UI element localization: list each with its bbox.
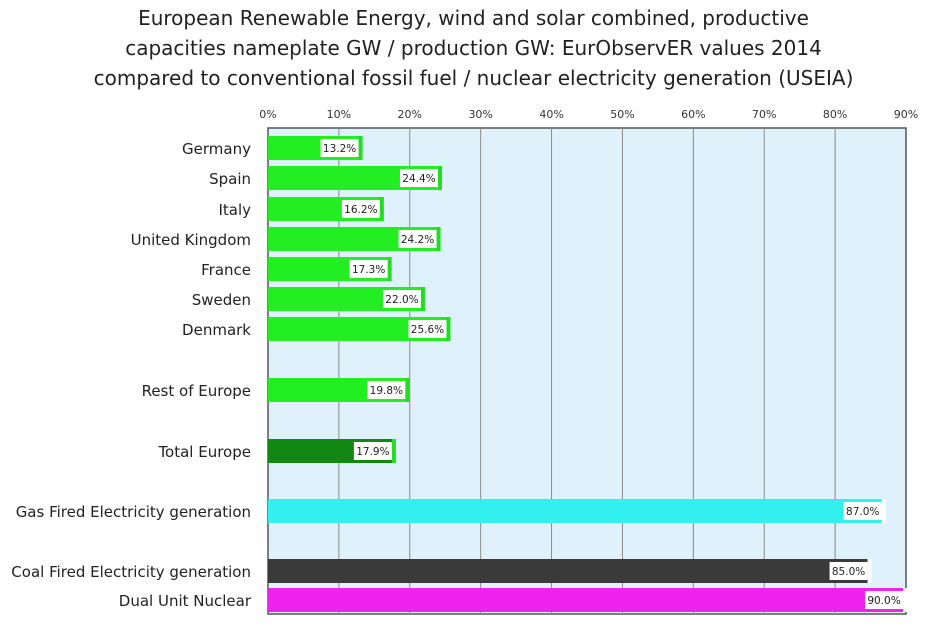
data-label-box <box>399 169 438 187</box>
bar <box>268 588 906 612</box>
data-label-box <box>320 139 359 157</box>
x-tick-label: 0% <box>259 108 276 121</box>
bar-end-cap <box>420 287 425 311</box>
category-label: United Kingdom <box>131 231 251 249</box>
data-label: 17.3% <box>352 264 385 276</box>
x-tick-label: 80% <box>823 108 847 121</box>
data-label-box <box>341 200 380 218</box>
x-tick-label: 70% <box>752 108 776 121</box>
bar-end-cap <box>391 439 396 463</box>
data-label: 16.2% <box>344 204 377 216</box>
bar-end-cap <box>436 227 441 251</box>
data-label: 85.0% <box>832 566 865 578</box>
bar-end-cap <box>379 197 384 221</box>
x-tick-label: 60% <box>681 108 705 121</box>
data-label: 87.0% <box>846 506 879 518</box>
chart-title-line-1: European Renewable Energy, wind and sola… <box>138 6 809 30</box>
x-tick-label: 20% <box>398 108 422 121</box>
bar-end-cap <box>387 257 392 281</box>
category-label: Rest of Europe <box>142 382 251 400</box>
category-label: Germany <box>182 140 251 158</box>
category-label: Gas Fired Electricity generation <box>16 503 251 521</box>
data-label-box <box>398 230 437 248</box>
category-label: Denmark <box>182 321 251 339</box>
data-label: 22.0% <box>385 294 418 306</box>
category-label: Coal Fired Electricity generation <box>11 563 251 581</box>
bar <box>268 559 871 583</box>
data-label-box <box>367 381 406 399</box>
data-label-box <box>349 260 388 278</box>
data-label-box <box>382 290 421 308</box>
bar <box>268 499 885 523</box>
data-label: 24.4% <box>402 173 435 185</box>
data-label-box <box>843 502 882 520</box>
chart-title-line-2: capacities nameplate GW / production GW:… <box>125 36 822 60</box>
category-label: Spain <box>209 170 251 188</box>
category-label: France <box>201 261 251 279</box>
bar-end-cap <box>446 317 451 341</box>
data-label: 24.2% <box>401 234 434 246</box>
category-label: Total Europe <box>157 443 251 461</box>
x-tick-label: 30% <box>468 108 492 121</box>
data-label-box <box>408 320 447 338</box>
x-tick-label: 90% <box>894 108 918 121</box>
category-label: Italy <box>218 201 251 219</box>
bar-end-cap <box>358 136 363 160</box>
x-tick-label: 50% <box>610 108 634 121</box>
bar-end-cap <box>903 588 907 612</box>
chart-title-line-3: compared to conventional fossil fuel / n… <box>93 66 854 90</box>
data-label: 90.0% <box>867 595 900 607</box>
data-label: 13.2% <box>323 143 356 155</box>
bar-end-cap <box>881 499 886 523</box>
x-tick-label: 10% <box>327 108 351 121</box>
category-label: Dual Unit Nuclear <box>119 592 252 610</box>
data-label: 19.8% <box>370 385 403 397</box>
data-label: 17.9% <box>356 446 389 458</box>
x-tick-label: 40% <box>539 108 563 121</box>
data-label-box <box>829 562 868 580</box>
data-label-box <box>865 591 903 609</box>
bar-end-cap <box>405 378 410 402</box>
category-label: Sweden <box>192 291 251 309</box>
bar-end-cap <box>867 559 872 583</box>
data-label: 25.6% <box>411 324 444 336</box>
bar-end-cap <box>437 166 442 190</box>
data-label-box <box>353 442 392 460</box>
